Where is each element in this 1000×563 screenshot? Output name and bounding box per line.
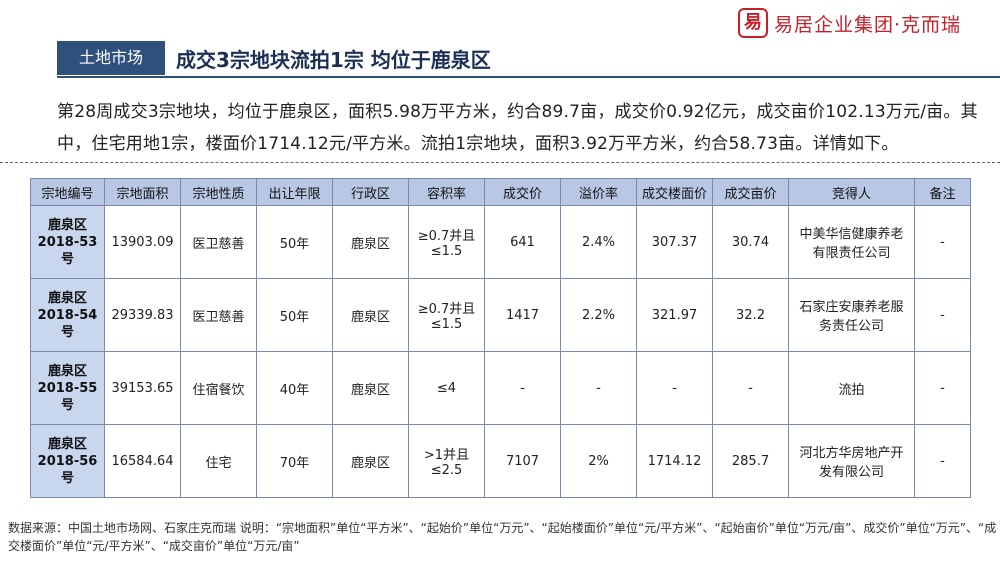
col-header: 成交价 xyxy=(484,178,561,206)
table-cell: 鹿泉区 xyxy=(332,278,409,352)
table-cell: 285.7 xyxy=(712,424,789,498)
table-cell: 医卫慈善 xyxy=(180,278,257,352)
table-cell: 641 xyxy=(484,205,561,279)
table-cell: ≥0.7并且 ≤1.5 xyxy=(408,278,485,352)
table-cell: - xyxy=(914,278,971,352)
land-transaction-table: 宗地编号 宗地面积 宗地性质 出让年限 行政区 容积率 成交价 溢价率 成交楼面… xyxy=(30,178,971,498)
col-header: 溢价率 xyxy=(560,178,637,206)
table-cell: - xyxy=(914,351,971,425)
table-cell: 住宅 xyxy=(180,424,257,498)
table-cell: 16584.64 xyxy=(104,424,181,498)
table-cell: 石家庄安康养老服 务责任公司 xyxy=(788,278,915,352)
col-header: 宗地编号 xyxy=(30,178,105,206)
table-row: 鹿泉区 2018-55号 39153.65 住宿餐饮 40年 鹿泉区 ≤4- - - - 流拍 - xyxy=(30,351,971,425)
table-cell: 40年 xyxy=(256,351,333,425)
col-header: 容积率 xyxy=(408,178,485,206)
table-cell: - xyxy=(560,351,637,425)
table-cell: 32.2 xyxy=(712,278,789,352)
table-cell: 307.37 xyxy=(636,205,713,279)
seal-icon: 易 xyxy=(738,8,768,38)
table-cell: 河北方华房地产开 发有限公司 xyxy=(788,424,915,498)
table-cell: 2% xyxy=(560,424,637,498)
table-cell: - xyxy=(914,424,971,498)
table-cell: >1并且 ≤2.5 xyxy=(408,424,485,498)
parcel-id-cell: 鹿泉区 2018-56号 xyxy=(30,424,105,498)
table-cell: 321.97 xyxy=(636,278,713,352)
col-header: 行政区 xyxy=(332,178,409,206)
brand-name: 易居企业集团·克而瑞 xyxy=(774,13,962,36)
page-title: 成交3宗地块流拍1宗 均位于鹿泉区 xyxy=(176,48,491,72)
parcel-id-cell: 鹿泉区 2018-53号 xyxy=(30,205,105,279)
section-tag: 土地市场 xyxy=(57,41,165,75)
table-cell: 医卫慈善 xyxy=(180,205,257,279)
table-cell: 鹿泉区 xyxy=(332,351,409,425)
table-cell: 流拍 xyxy=(788,351,915,425)
table-cell: 30.74 xyxy=(712,205,789,279)
table-cell: 7107 xyxy=(484,424,561,498)
brand-logo: 易 易居企业集团·克而瑞 xyxy=(738,6,961,40)
table-cell: 住宿餐饮 xyxy=(180,351,257,425)
col-header: 竞得人 xyxy=(788,178,915,206)
table-row: 鹿泉区 2018-53号 13903.09 医卫慈善 50年 鹿泉区 ≥0.7并且 ≤1.… xyxy=(30,205,971,279)
table-row: 鹿泉区 2018-54号 29339.83 医卫慈善 50年 鹿泉区 ≥0.7并且 ≤1.… xyxy=(30,278,971,352)
table-cell: - xyxy=(636,351,713,425)
table-cell: 50年 xyxy=(256,278,333,352)
table-cell: 1417 xyxy=(484,278,561,352)
table-cell: - xyxy=(712,351,789,425)
table-cell: - xyxy=(914,205,971,279)
data-source-note: 数据来源：中国土地市场网、石家庄克而瑞 说明：“宗地面积”单位“平方米”、“起始… xyxy=(8,521,997,553)
col-header: 宗地面积 xyxy=(104,178,181,206)
table-cell: 2.4% xyxy=(560,205,637,279)
title-underline xyxy=(57,76,1000,78)
table-cell: 39153.65 xyxy=(104,351,181,425)
table-cell: 70年 xyxy=(256,424,333,498)
table-cell: ≤4 xyxy=(408,351,485,425)
table-cell: 50年 xyxy=(256,205,333,279)
col-header: 成交楼面价 xyxy=(636,178,713,206)
table-cell: 13903.09 xyxy=(104,205,181,279)
parcel-id-cell: 鹿泉区 2018-55号 xyxy=(30,351,105,425)
table-row: 鹿泉区 2018-56号 16584.64 住宅 70年 鹿泉区 >1并且 ≤2.5 710… xyxy=(30,424,971,498)
table-cell: 2.2% xyxy=(560,278,637,352)
table-cell: 29339.83 xyxy=(104,278,181,352)
summary-paragraph: 第28周成交3宗地块，均位于鹿泉区，面积5.98万平方米，约合89.7亩，成交价… xyxy=(57,102,978,154)
col-header: 成交亩价 xyxy=(712,178,789,206)
table-cell: - xyxy=(484,351,561,425)
dashed-divider xyxy=(0,162,1000,163)
table-cell: 鹿泉区 xyxy=(332,424,409,498)
table-header-row: 宗地编号 宗地面积 宗地性质 出让年限 行政区 容积率 成交价 溢价率 成交楼面… xyxy=(30,178,971,206)
table-cell: 1714.12 xyxy=(636,424,713,498)
table-cell: 中美华信健康养老 有限责任公司 xyxy=(788,205,915,279)
table-cell: 鹿泉区 xyxy=(332,205,409,279)
col-header: 备注 xyxy=(914,178,971,206)
col-header: 宗地性质 xyxy=(180,178,257,206)
col-header: 出让年限 xyxy=(256,178,333,206)
parcel-id-cell: 鹿泉区 2018-54号 xyxy=(30,278,105,352)
table-cell: ≥0.7并且 ≤1.5 xyxy=(408,205,485,279)
